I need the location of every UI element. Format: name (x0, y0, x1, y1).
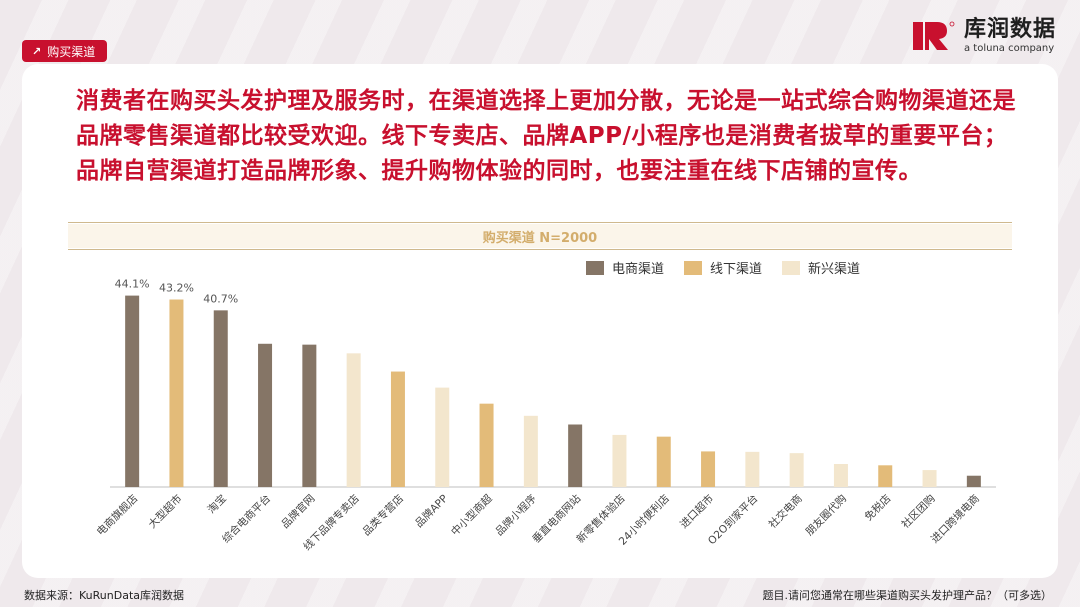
bar-6 (346, 353, 361, 487)
legend-swatch-emerging (782, 260, 801, 275)
legend-item-ecommerce: 电商渠道 (586, 258, 664, 277)
x-tick-label-5: 品牌官网 (279, 492, 318, 531)
bar-3 (213, 310, 228, 487)
bar-12 (612, 434, 627, 487)
bar-15 (745, 451, 760, 487)
headline-text: 消费者在购买头发护理及服务时，在渠道选择上更加分散，无论是一站式综合购物渠道还是… (76, 88, 1016, 184)
chart-legend: 电商渠道 线下渠道 新兴渠道 (586, 258, 860, 277)
legend-item-emerging: 新兴渠道 (782, 258, 860, 277)
x-tick-label-1: 电商旗舰店 (94, 492, 140, 538)
x-tick-label-19: 社区团购 (899, 492, 938, 531)
legend-swatch-offline (684, 260, 703, 275)
chart-title: 购买渠道 N=2000 (68, 224, 1012, 248)
bar-2 (169, 299, 184, 487)
data-label-1: 44.1% (115, 278, 150, 291)
brand-logo: 库润数据 a toluna company (910, 18, 1056, 54)
legend-label-offline: 线下渠道 (710, 262, 763, 277)
legend-label-ecommerce: 电商渠道 (612, 262, 665, 277)
bar-1 (125, 295, 140, 487)
bar-18 (878, 465, 893, 487)
bar-9 (479, 403, 494, 487)
x-tick-label-9: 中小型商超 (448, 492, 495, 539)
content-card (22, 64, 1058, 578)
bar-4 (258, 343, 273, 487)
bar-16 (789, 453, 804, 487)
bar-10 (523, 415, 538, 487)
x-tick-label-10: 品牌小程序 (493, 492, 539, 538)
bar-14 (701, 451, 716, 487)
x-tick-label-16: 社交电商 (766, 492, 805, 531)
bar-20 (966, 475, 981, 487)
kurun-logo-icon (912, 21, 955, 50)
survey-question: 题目.请问您通常在哪些渠道购买头发护理产品？（可多选） (762, 589, 1053, 602)
x-tick-label-3: 淘宝 (205, 492, 229, 516)
x-tick-label-2: 大型超市 (146, 492, 185, 531)
bar-17 (833, 463, 848, 487)
bar-5 (302, 344, 317, 487)
bar-19 (922, 470, 937, 487)
logo-chinese-name: 库润数据 (963, 16, 1056, 42)
x-tick-label-17: 朋友圈代购 (803, 492, 849, 538)
data-label-2: 43.2% (159, 282, 194, 295)
bar-7 (390, 371, 405, 487)
legend-swatch-ecommerce (586, 260, 604, 275)
bar-8 (435, 387, 450, 487)
x-tick-label-8: 品牌APP (412, 492, 450, 530)
bar-11 (568, 424, 583, 487)
section-tag-label: 购买渠道 (47, 44, 96, 59)
logo-english-name: a toluna company (963, 42, 1055, 54)
legend-item-offline: 线下渠道 (684, 258, 762, 277)
data-label-3: 40.7% (203, 292, 238, 305)
chart-title-rule-bottom (68, 249, 1012, 250)
chart-title-rule-top (68, 222, 1012, 223)
legend-label-emerging: 新兴渠道 (808, 262, 861, 277)
bar-13 (656, 436, 671, 487)
x-tick-label-14: 进口超市 (677, 492, 716, 531)
x-tick-label-7: 品类专营店 (360, 492, 406, 538)
x-tick-label-18: 免税店 (862, 492, 893, 523)
arrow-icon: ↗ (32, 44, 42, 58)
section-tag: ↗ 购买渠道 (22, 40, 108, 62)
data-source: 数据来源：KuRunData库润数据 (24, 589, 184, 602)
